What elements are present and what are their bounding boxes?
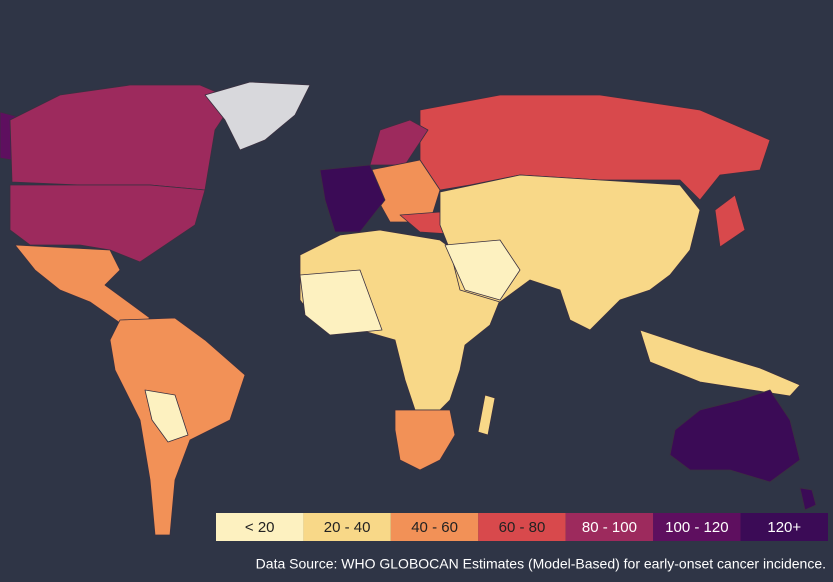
usa bbox=[9, 184, 206, 263]
southern-africa bbox=[394, 409, 456, 471]
source-note: Data Source: WHO GLOBOCAN Estimates (Mod… bbox=[256, 556, 826, 572]
legend-label: 100 - 120 bbox=[665, 519, 728, 536]
legend: < 20 20 - 40 40 - 60 60 - 80 80 - 100 100 - 1… bbox=[216, 513, 828, 541]
madagascar bbox=[477, 394, 496, 436]
legend-swatch bbox=[303, 513, 391, 541]
bolivia-paraguay bbox=[144, 389, 189, 443]
west-asia bbox=[444, 239, 521, 301]
canada bbox=[9, 84, 236, 191]
legend-swatch bbox=[390, 513, 479, 541]
russia bbox=[419, 94, 771, 201]
japan bbox=[714, 194, 746, 248]
west-africa bbox=[299, 269, 383, 336]
legend-swatch bbox=[653, 513, 741, 541]
legend-swatch bbox=[216, 513, 304, 541]
regions bbox=[0, 81, 817, 536]
legend-label: 40 - 60 bbox=[411, 519, 458, 536]
legend-label: 20 - 40 bbox=[324, 519, 371, 536]
australia bbox=[669, 389, 801, 483]
western-europe bbox=[319, 164, 386, 233]
greenland bbox=[204, 81, 311, 151]
southeast-asia-islands bbox=[639, 329, 801, 397]
legend-swatch bbox=[740, 513, 828, 541]
legend-label: 80 - 100 bbox=[582, 519, 637, 536]
legend-label: 60 - 80 bbox=[499, 519, 546, 536]
new-zealand bbox=[799, 487, 817, 511]
legend-label: < 20 bbox=[245, 519, 275, 536]
legend-label: 120+ bbox=[767, 519, 801, 536]
legend-swatch bbox=[565, 513, 654, 541]
legend-swatch bbox=[478, 513, 566, 541]
